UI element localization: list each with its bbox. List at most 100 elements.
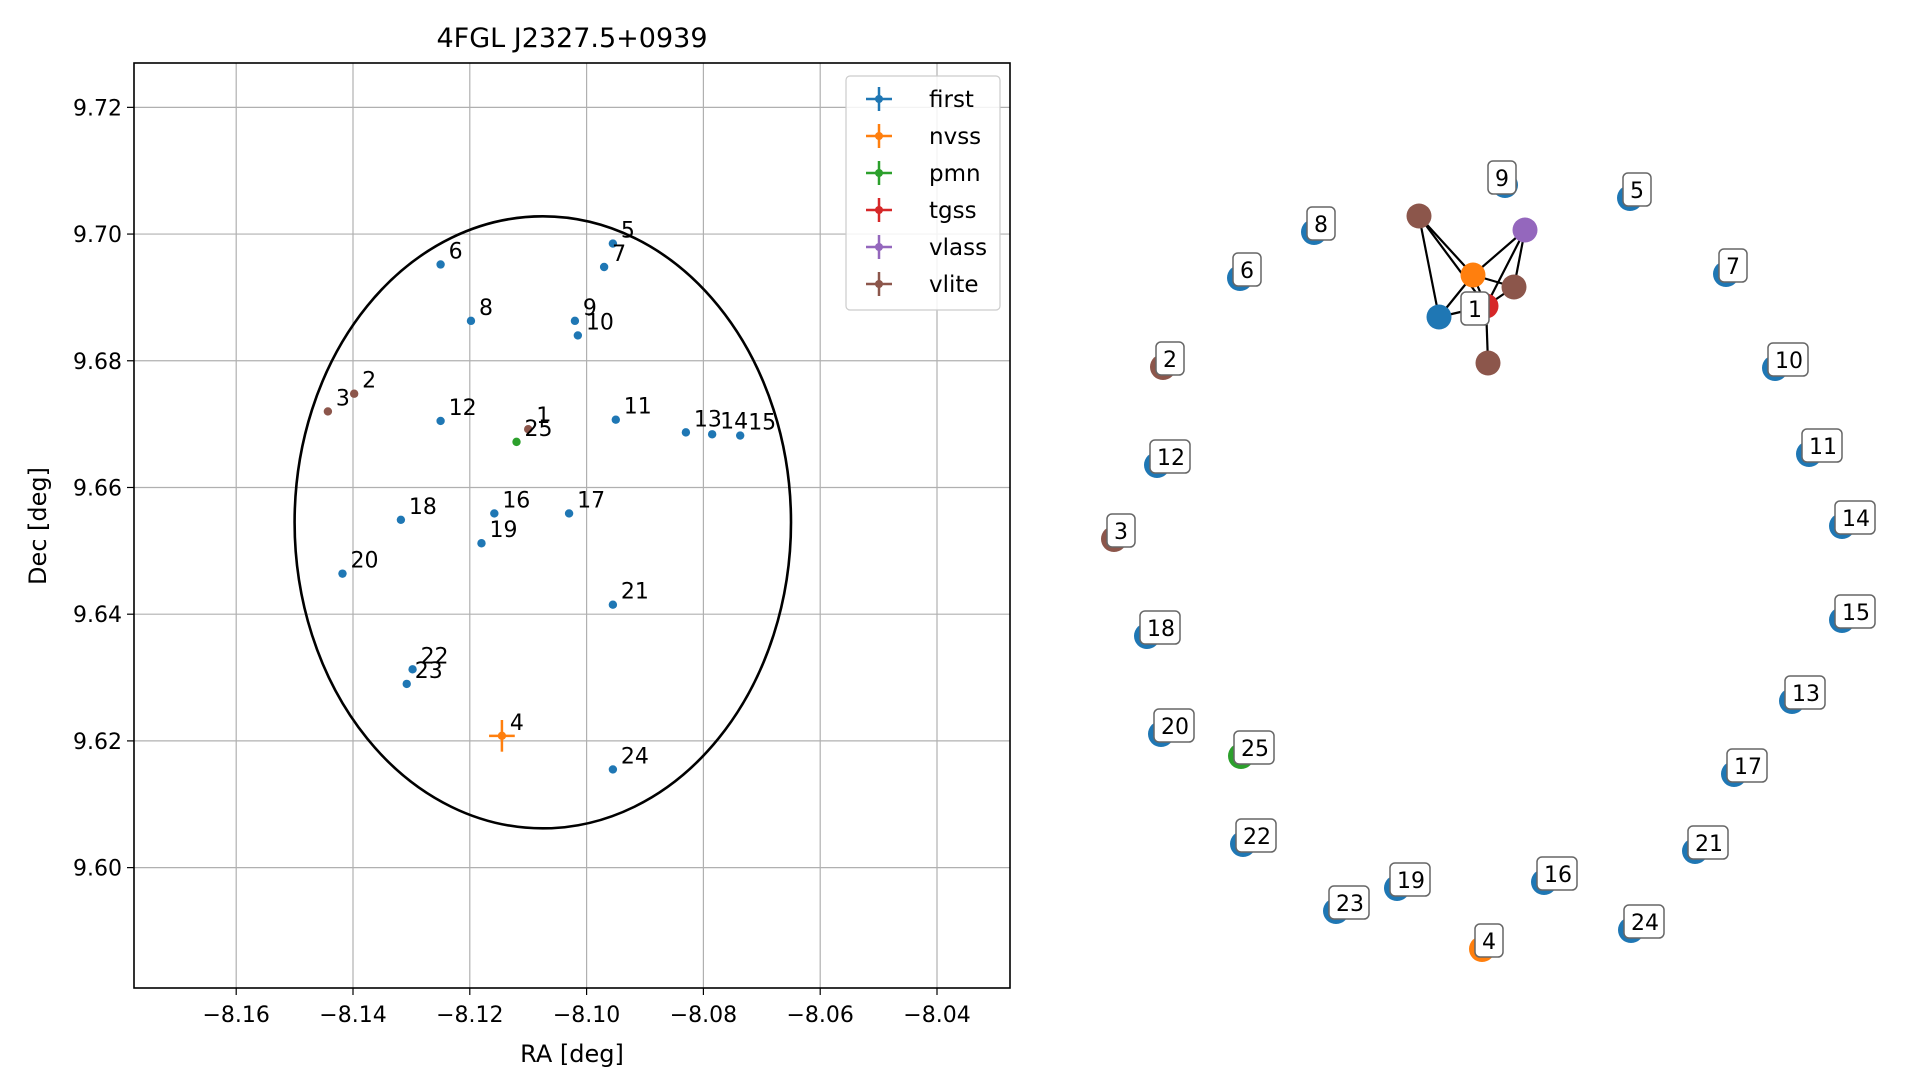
x-tick-label: −8.08	[670, 1003, 737, 1028]
point-label: 18	[409, 495, 437, 520]
legend-marker-dot	[875, 280, 883, 288]
position-ellipse	[293, 215, 793, 830]
data-point-first	[570, 316, 580, 326]
data-point-first	[599, 262, 609, 272]
y-tick-label: 9.70	[73, 223, 122, 248]
graph-node-label-box	[1389, 862, 1431, 897]
x-tick-label: −8.12	[436, 1003, 503, 1028]
graph-node-label: 18	[1147, 617, 1175, 642]
graph-node-label-box	[1233, 730, 1275, 765]
point-label: 24	[621, 744, 649, 769]
point-label: 7	[612, 242, 626, 267]
graph-node-label: 6	[1240, 259, 1254, 284]
position-ellipse-layer	[293, 215, 793, 830]
point-label: 6	[449, 239, 463, 264]
data-point-first	[466, 316, 476, 326]
graph-node-label-box	[1155, 341, 1185, 376]
graph-node-label: 7	[1726, 255, 1740, 280]
x-tick-label: −8.04	[903, 1003, 970, 1028]
graph-node-label-box	[1718, 248, 1748, 283]
graph-node-label: 5	[1630, 179, 1644, 204]
graph-node-label-box	[1767, 342, 1809, 377]
graph-node-label: 24	[1631, 911, 1659, 936]
legend-box	[845, 75, 1001, 311]
graph-node-label-box	[1235, 818, 1277, 853]
graph-node-label-box	[1726, 748, 1768, 783]
point-label: 8	[479, 296, 493, 321]
point-label: 19	[489, 518, 517, 543]
point-label: 25	[525, 417, 553, 442]
point-label: 15	[748, 411, 776, 436]
graph-node-label-box	[1487, 160, 1517, 195]
data-point-first	[477, 539, 486, 548]
data-point-first	[408, 665, 417, 674]
y-axis-ticks: 9.60 9.62 9.64 9.66 9.68 9.70 9.72	[73, 96, 134, 882]
point-label: 17	[577, 488, 605, 513]
legend-marker-dot	[875, 95, 883, 103]
data-point-first	[735, 431, 745, 440]
y-tick-label: 9.66	[73, 476, 122, 501]
data-point-nvss	[497, 731, 507, 741]
graph-node-label-box	[1687, 825, 1729, 860]
graph-node-label: 11	[1809, 435, 1837, 460]
graph-node-label: 14	[1842, 507, 1870, 532]
data-point-vlite	[323, 407, 333, 416]
y-axis-label: Dec [deg]	[24, 467, 52, 585]
graph-node-label: 19	[1397, 869, 1425, 894]
graph-node-label-box	[1801, 428, 1843, 463]
graph-node-label: 25	[1241, 737, 1269, 762]
legend-label-vlass: vlass	[929, 235, 987, 261]
graph-node	[1512, 217, 1538, 243]
point-label: 23	[415, 659, 443, 684]
data-point-first	[611, 415, 620, 424]
legend-marker-dot	[875, 206, 883, 214]
data-points-layer	[323, 239, 745, 774]
graph-node-label: 13	[1792, 682, 1820, 707]
graph-edge	[1417, 215, 1441, 318]
x-tick-label: −8.10	[553, 1003, 620, 1028]
graph-node-label: 10	[1775, 349, 1803, 374]
graph-node-label-box	[1106, 513, 1136, 548]
graph-node-label-box	[1474, 923, 1504, 958]
graph-node-label-box	[1834, 594, 1876, 629]
point-label: 21	[621, 580, 649, 605]
graph-node-label-box	[1149, 439, 1191, 474]
graph-node-label: 16	[1544, 863, 1572, 888]
legend-label-first: first	[929, 87, 974, 113]
data-point-first	[608, 239, 618, 248]
graph-node-label: 9	[1495, 167, 1509, 192]
data-point-first	[707, 430, 717, 439]
graph-node-label: 15	[1842, 601, 1870, 626]
graph-node-label: 20	[1161, 715, 1189, 740]
plot-frame	[133, 62, 1011, 989]
legend-marker-dot	[875, 132, 883, 140]
graph-node-label-box	[1536, 856, 1578, 891]
point-label: 4	[510, 711, 524, 736]
data-point-vlite	[349, 389, 359, 398]
y-tick-label: 9.60	[73, 857, 122, 882]
data-point-first	[490, 509, 499, 518]
point-label: 22	[421, 644, 449, 669]
legend-label-tgss: tgss	[929, 198, 977, 224]
data-point-first	[436, 260, 445, 269]
graph-edge	[1418, 215, 1487, 307]
graph-node-label-box	[1153, 708, 1195, 743]
legend: first nvss pmn tgss vlass vlite	[845, 75, 1001, 311]
legend-marker-dot	[875, 169, 883, 177]
data-point-first	[564, 509, 574, 518]
data-point-first	[608, 600, 618, 609]
data-point-first	[681, 428, 691, 437]
graph-edge	[1418, 215, 1474, 276]
data-point-first	[573, 331, 583, 340]
legend-label-pmn: pmn	[929, 161, 981, 187]
point-label: 20	[350, 549, 378, 574]
data-point-first	[338, 569, 347, 578]
graph-node-label: 2	[1163, 348, 1177, 373]
data-point-pmn	[512, 437, 521, 447]
graph-node-label-box	[1834, 500, 1876, 535]
x-tick-label: −8.06	[786, 1003, 853, 1028]
graph-node	[1406, 203, 1432, 229]
